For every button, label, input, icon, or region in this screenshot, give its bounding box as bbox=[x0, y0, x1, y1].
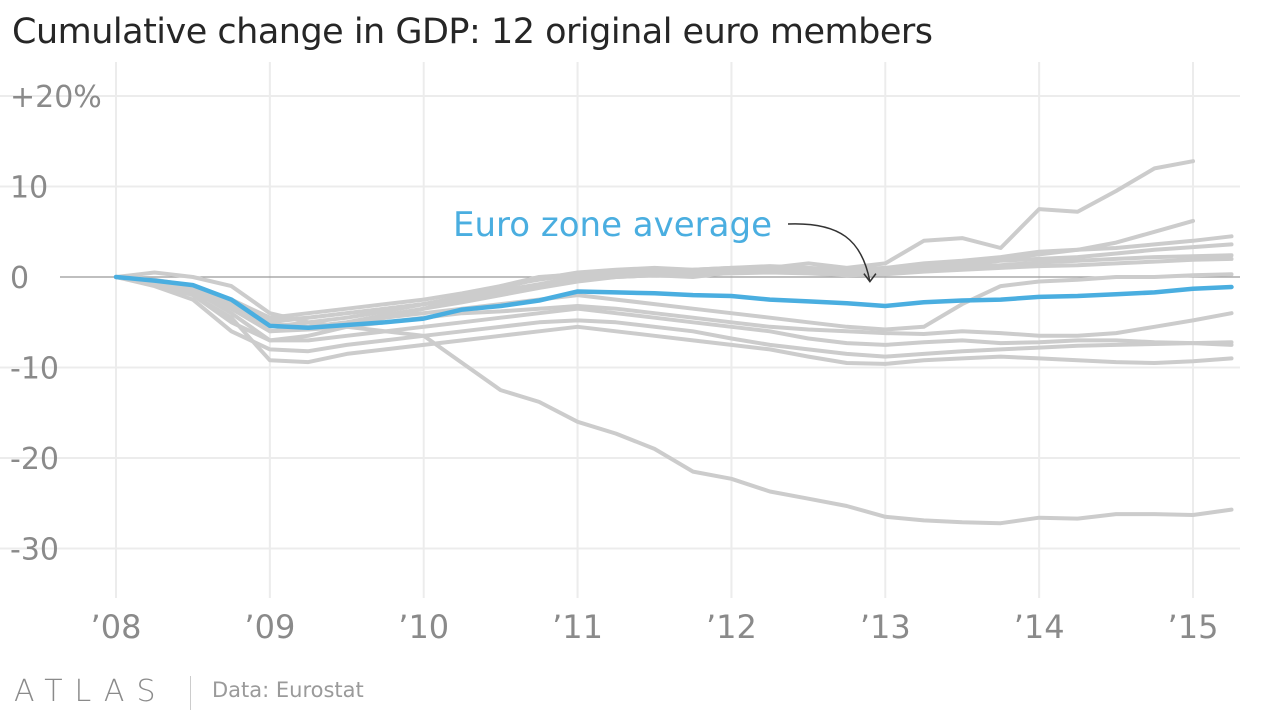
annotation-label: Euro zone average bbox=[453, 205, 772, 245]
series-line-8 bbox=[114, 275, 1234, 347]
x-tick-label-2: ’10 bbox=[398, 608, 449, 646]
y-tick-label-2: 0 bbox=[10, 261, 29, 296]
series-line-11 bbox=[114, 270, 1234, 526]
x-tick-label-7: ’15 bbox=[1168, 608, 1219, 646]
annotation-arrow bbox=[787, 223, 871, 282]
chart-title: Cumulative change in GDP: 12 original eu… bbox=[12, 12, 933, 52]
series-line-5 bbox=[114, 256, 1234, 323]
y-tick-label-1: 10 bbox=[10, 171, 48, 206]
x-tick-label-0: ’08 bbox=[91, 608, 142, 646]
series-lines bbox=[113, 159, 1234, 526]
y-tick-label-3: -10 bbox=[10, 352, 59, 387]
footer: ATLAS Data: Eurostat bbox=[0, 672, 600, 712]
line-chart: +20% 10 0 -10 -20 -30 ’08 ’09 ’10 ’11 ’12 ’13 ’14 ’1… bbox=[0, 62, 1240, 646]
x-tick-label-6: ’14 bbox=[1014, 608, 1065, 646]
annotation-arrowhead bbox=[863, 273, 877, 283]
series-line-10 bbox=[114, 275, 1234, 366]
x-tick-label-1: ’09 bbox=[244, 608, 295, 646]
series-line-euro-zone-average bbox=[113, 274, 1234, 330]
footer-divider bbox=[190, 676, 191, 710]
x-tick-label-4: ’12 bbox=[706, 608, 757, 646]
x-tick-label-3: ’11 bbox=[552, 608, 603, 646]
series-line-7 bbox=[114, 275, 1234, 338]
y-tick-label-5: -30 bbox=[10, 533, 59, 568]
y-axis-ticks: +20% 10 0 -10 -20 -30 bbox=[10, 80, 102, 568]
series-line-9 bbox=[114, 275, 1234, 359]
x-tick-label-5: ’13 bbox=[860, 608, 911, 646]
annotation: Euro zone average bbox=[453, 205, 877, 283]
atlas-logo: ATLAS bbox=[14, 674, 168, 709]
y-tick-label-4: -20 bbox=[10, 442, 59, 477]
source-note: Data: Eurostat bbox=[212, 678, 364, 702]
y-tick-label-0: +20% bbox=[10, 80, 102, 115]
x-axis-ticks: ’08 ’09 ’10 ’11 ’12 ’13 ’14 ’15 bbox=[91, 608, 1219, 646]
